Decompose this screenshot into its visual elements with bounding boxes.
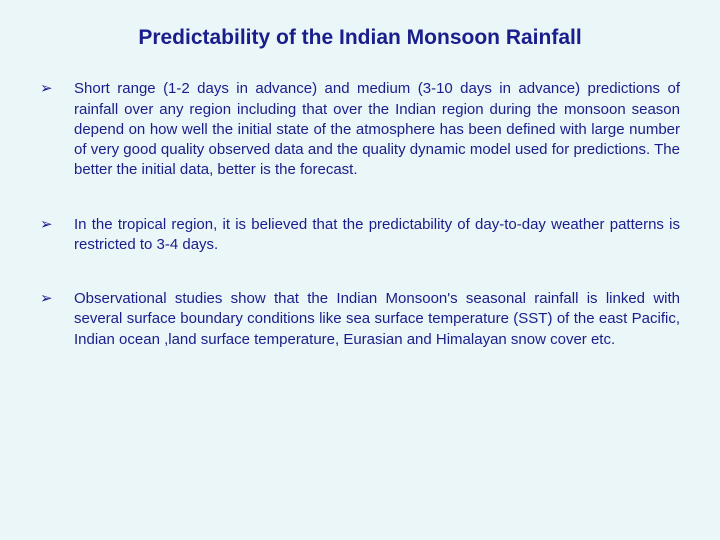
chevron-right-icon: ➢ (40, 289, 74, 309)
bullet-text: Short range (1-2 days in advance) and me… (74, 79, 680, 180)
chevron-right-icon: ➢ (40, 215, 74, 235)
list-item: ➢ Short range (1-2 days in advance) and … (40, 79, 680, 180)
slide-title: Predictability of the Indian Monsoon Rai… (40, 24, 680, 51)
bullet-text: Observational studies show that the Indi… (74, 289, 680, 350)
list-item: ➢ Observational studies show that the In… (40, 289, 680, 350)
chevron-right-icon: ➢ (40, 79, 74, 99)
bullet-list: ➢ Short range (1-2 days in advance) and … (40, 79, 680, 350)
bullet-text: In the tropical region, it is believed t… (74, 215, 680, 256)
list-item: ➢ In the tropical region, it is believed… (40, 215, 680, 256)
